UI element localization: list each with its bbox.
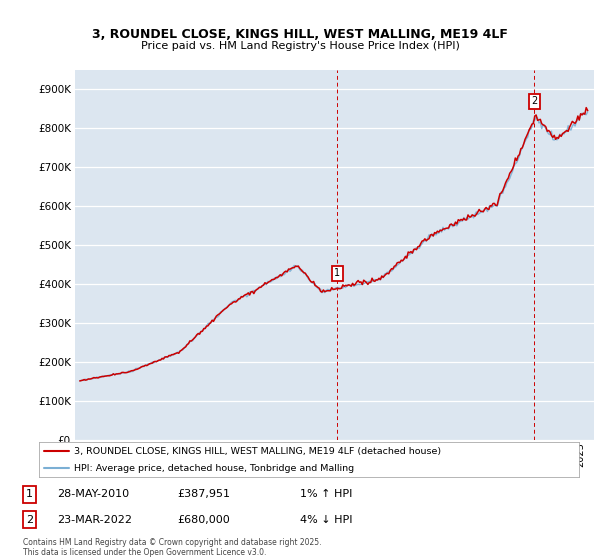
Text: 1: 1 xyxy=(26,489,33,500)
Text: 1: 1 xyxy=(334,268,340,278)
Text: HPI: Average price, detached house, Tonbridge and Malling: HPI: Average price, detached house, Tonb… xyxy=(74,464,354,473)
Text: Price paid vs. HM Land Registry's House Price Index (HPI): Price paid vs. HM Land Registry's House … xyxy=(140,41,460,51)
Text: Contains HM Land Registry data © Crown copyright and database right 2025.
This d: Contains HM Land Registry data © Crown c… xyxy=(23,538,322,557)
Text: £680,000: £680,000 xyxy=(177,515,230,525)
Text: 2: 2 xyxy=(26,515,33,525)
Text: 4% ↓ HPI: 4% ↓ HPI xyxy=(300,515,353,525)
Text: 3, ROUNDEL CLOSE, KINGS HILL, WEST MALLING, ME19 4LF: 3, ROUNDEL CLOSE, KINGS HILL, WEST MALLI… xyxy=(92,28,508,41)
Text: £387,951: £387,951 xyxy=(177,489,230,500)
Text: 28-MAY-2010: 28-MAY-2010 xyxy=(57,489,129,500)
Text: 2: 2 xyxy=(531,96,538,106)
Text: 3, ROUNDEL CLOSE, KINGS HILL, WEST MALLING, ME19 4LF (detached house): 3, ROUNDEL CLOSE, KINGS HILL, WEST MALLI… xyxy=(74,447,441,456)
Text: 1% ↑ HPI: 1% ↑ HPI xyxy=(300,489,352,500)
Text: 23-MAR-2022: 23-MAR-2022 xyxy=(57,515,132,525)
